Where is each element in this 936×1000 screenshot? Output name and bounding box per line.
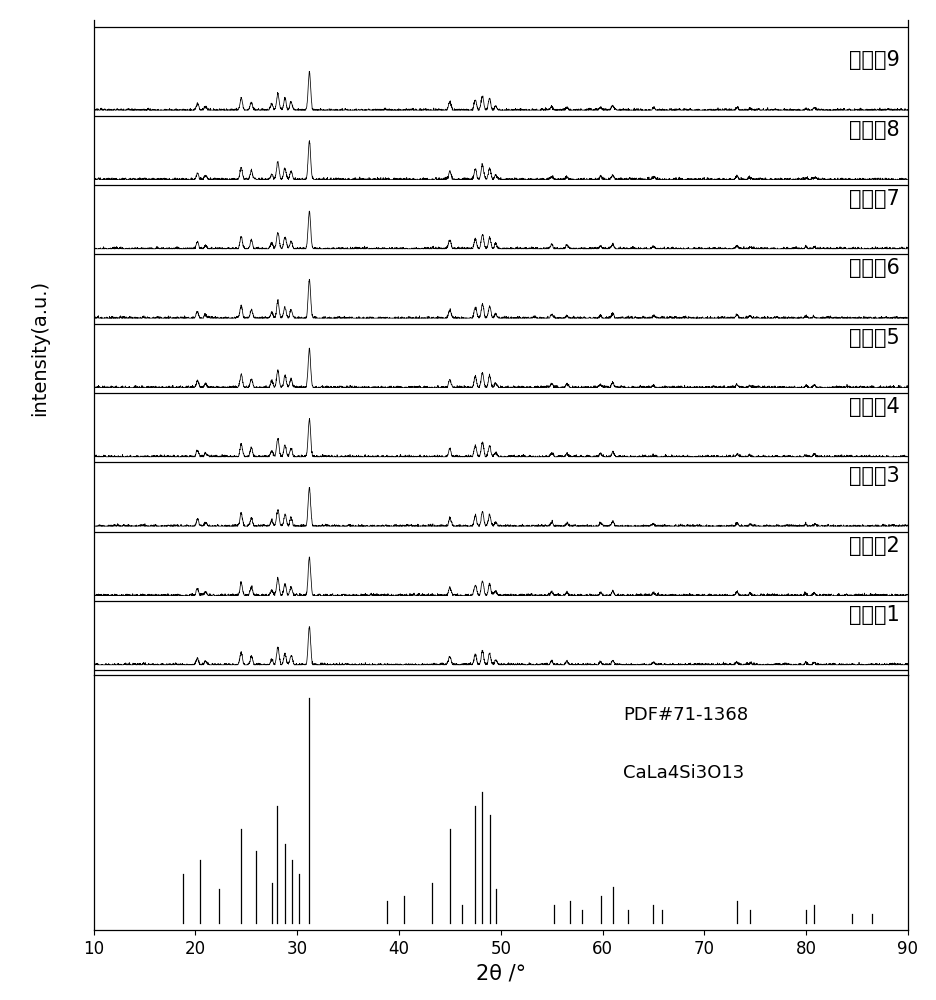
Text: 实施例3: 实施例3 (849, 466, 899, 486)
Y-axis label: intensity(a.u.): intensity(a.u.) (30, 280, 49, 416)
Text: 实施例8: 实施例8 (849, 120, 899, 140)
Text: 实施例5: 实施例5 (849, 328, 899, 348)
Text: PDF#71-1368: PDF#71-1368 (623, 706, 748, 724)
Text: 实施例6: 实施例6 (849, 258, 899, 278)
Text: CaLa4Si3O13: CaLa4Si3O13 (623, 764, 744, 782)
Text: 实施例7: 实施例7 (849, 189, 899, 209)
X-axis label: 2θ /°: 2θ /° (475, 963, 526, 983)
Text: 实施例2: 实施例2 (849, 536, 899, 556)
Text: 实施例4: 实施例4 (849, 397, 899, 417)
Text: 实施例1: 实施例1 (849, 605, 899, 625)
Text: 实施例9: 实施例9 (849, 50, 899, 70)
